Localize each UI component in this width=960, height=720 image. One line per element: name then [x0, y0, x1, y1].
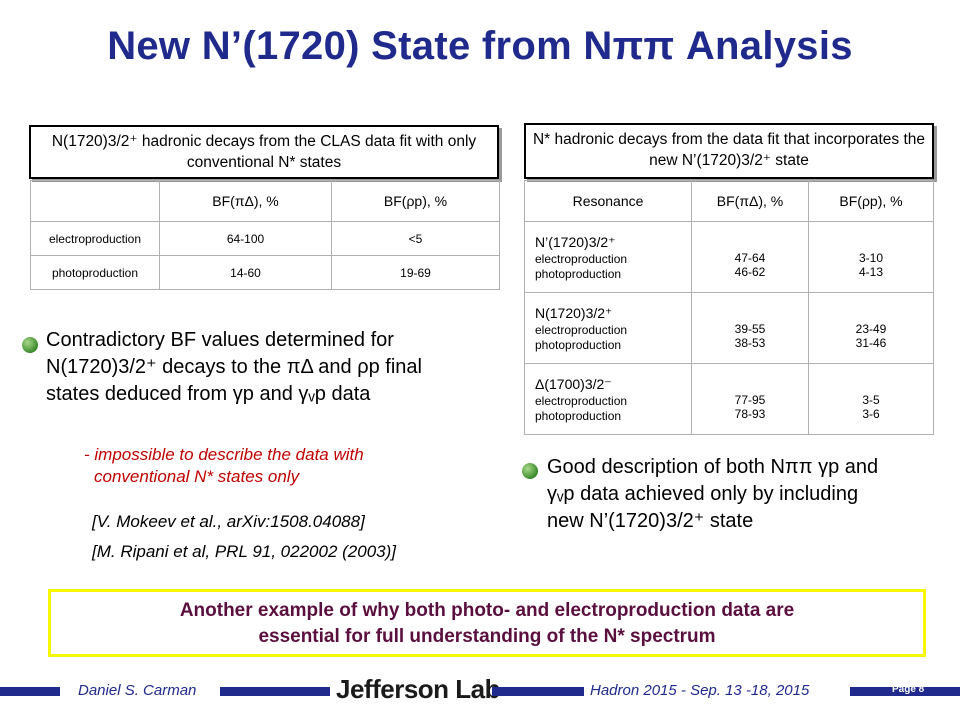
footer-bar-right: [850, 687, 960, 696]
bf-rhop-value: 3-6: [862, 407, 880, 421]
bf-rhop-cell: 3-5 3-6: [808, 363, 934, 435]
left-table: BF(πΔ), % BF(ρp), % electroproduction 64…: [30, 180, 500, 290]
bf-pid-value: 64-100: [159, 221, 332, 256]
bf-pid-value: 39-55: [734, 322, 766, 336]
note-line2: conventional N* states only: [94, 467, 300, 486]
bf-pid-value: 78-93: [734, 407, 766, 421]
bullet-right-line1: Good description of both Nππ γp and: [547, 456, 879, 478]
resonance-sub2: photoproduction: [535, 266, 622, 281]
jefferson-lab-logo: Jefferson Lab: [336, 674, 501, 704]
table-row: electroproduction 64-100 <5: [30, 221, 500, 256]
bullet-icon: [522, 463, 538, 479]
bf-rhop-value: 31-46: [855, 336, 887, 350]
table-row: Δ(1700)3/2⁻ electroproduction photoprodu…: [524, 363, 934, 435]
note-text: - impossible to describe the data with c…: [84, 444, 464, 488]
bullet-left-line1: Contradictory BF values determined for: [46, 329, 394, 351]
banner-line2: essential for full understanding of the …: [258, 626, 716, 647]
left-header-bf-pid: BF(πΔ), %: [159, 180, 332, 222]
bf-rhop-value: 23-49: [855, 322, 887, 336]
bullet-right-line3: new N’(1720)3/2⁺ state: [547, 510, 754, 532]
footer-author: Daniel S. Carman: [78, 682, 197, 699]
bf-rhop-value: 4-13: [858, 265, 884, 279]
bf-rhop-value: <5: [331, 221, 500, 256]
bullet-right-line2: γᵥp data achieved only by including: [547, 483, 859, 505]
right-table-title: N* hadronic decays from the data fit tha…: [524, 123, 934, 179]
row-label: electroproduction: [30, 221, 160, 256]
resonance-sub2: photoproduction: [535, 408, 622, 423]
bullet-left-text: Contradictory BF values determined for N…: [46, 327, 476, 408]
table-row: N’(1720)3/2⁺ electroproduction photoprod…: [524, 221, 934, 293]
bf-pid-value: 77-95: [734, 393, 766, 407]
row-label: photoproduction: [30, 255, 160, 290]
right-header-bf-pid: BF(πΔ), %: [691, 180, 809, 222]
bf-rhop-cell: 23-49 31-46: [808, 292, 934, 364]
left-header-empty: [30, 180, 160, 222]
bullet-left-line2: N(1720)3/2⁺ decays to the πΔ and ρp fina…: [46, 356, 422, 378]
bf-rhop-value: 3-5: [862, 393, 880, 407]
bf-rhop-value: 3-10: [858, 251, 884, 265]
resonance-sub1: electroproduction: [535, 251, 628, 266]
resonance-cell: N’(1720)3/2⁺ electroproduction photoprod…: [524, 221, 692, 293]
bf-pid-value: 38-53: [734, 336, 766, 350]
right-table: Resonance BF(πΔ), % BF(ρp), % N’(1720)3/…: [524, 180, 934, 435]
footer-bar-mid2: [492, 687, 584, 696]
bullet-left-line3: states deduced from γp and γᵥp data: [46, 383, 371, 405]
right-table-header-row: Resonance BF(πΔ), % BF(ρp), %: [524, 180, 934, 222]
left-table-header-row: BF(πΔ), % BF(ρp), %: [30, 180, 500, 222]
resonance-sub1: electroproduction: [535, 322, 628, 337]
resonance-cell: Δ(1700)3/2⁻ electroproduction photoprodu…: [524, 363, 692, 435]
conclusion-banner: Another example of why both photo- and e…: [48, 589, 926, 657]
bf-pid-cell: 39-55 38-53: [691, 292, 809, 364]
left-header-bf-rhop: BF(ρp), %: [331, 180, 500, 222]
table-row: N(1720)3/2⁺ electroproduction photoprodu…: [524, 292, 934, 364]
reference-1: [V. Mokeev et al., arXiv:1508.04088]: [92, 512, 365, 531]
slide-title: New N’(1720) State from Nππ Analysis: [107, 24, 853, 68]
right-header-resonance: Resonance: [524, 180, 692, 222]
banner-line1: Another example of why both photo- and e…: [179, 600, 795, 621]
resonance-cell: N(1720)3/2⁺ electroproduction photoprodu…: [524, 292, 692, 364]
resonance-sub2: photoproduction: [535, 337, 622, 352]
right-header-bf-rhop: BF(ρp), %: [808, 180, 934, 222]
resonance-name: N’(1720)3/2⁺: [535, 233, 616, 250]
page-number: Page 8: [892, 684, 925, 695]
bf-rhop-value: 19-69: [331, 255, 500, 290]
resonance-name: N(1720)3/2⁺: [535, 304, 613, 321]
bf-pid-value: 46-62: [734, 265, 766, 279]
footer-bar-mid1: [220, 687, 330, 696]
bf-pid-value: 14-60: [159, 255, 332, 290]
reference-2: [M. Ripani et al, PRL 91, 022002 (2003)]: [92, 542, 396, 561]
note-line1: - impossible to describe the data with: [84, 445, 364, 464]
left-table-title: N(1720)3/2⁺ hadronic decays from the CLA…: [29, 125, 499, 179]
bf-pid-cell: 47-64 46-62: [691, 221, 809, 293]
bf-pid-value: 47-64: [734, 251, 766, 265]
resonance-name: Δ(1700)3/2⁻: [535, 375, 612, 392]
bullet-icon: [22, 337, 38, 353]
footer-bar-left: [0, 687, 60, 696]
bullet-right-text: Good description of both Nππ γp and γᵥp …: [547, 454, 937, 535]
resonance-sub1: electroproduction: [535, 393, 628, 408]
bf-rhop-cell: 3-10 4-13: [808, 221, 934, 293]
table-row: photoproduction 14-60 19-69: [30, 255, 500, 290]
footer-event: Hadron 2015 - Sep. 13 -18, 2015: [590, 682, 810, 699]
bf-pid-cell: 77-95 78-93: [691, 363, 809, 435]
